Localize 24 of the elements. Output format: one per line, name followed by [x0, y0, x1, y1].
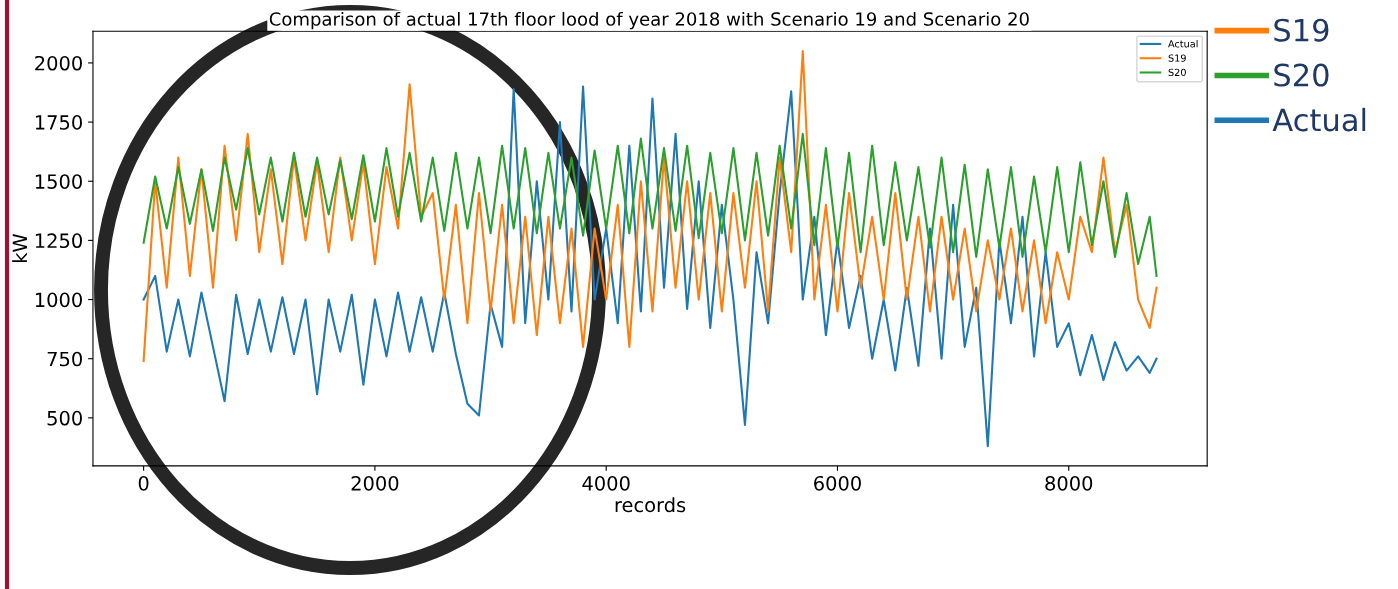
x-tick-label: 0	[138, 475, 149, 491]
y-tick-label: 500	[47, 410, 82, 426]
line-series	[142, 132, 1158, 277]
x-axis-title: records	[615, 497, 686, 513]
chart-title: Comparison of actual 17th floor lood of year 2018 with Scenario 19 and Scenario 20	[269, 11, 1029, 30]
y-tick-label: 1250	[35, 233, 82, 249]
y-tick-label: 1000	[35, 292, 82, 308]
x-tick-label: 8000	[1045, 475, 1093, 491]
line-series	[142, 85, 1158, 448]
y-axis-title: kW	[12, 233, 27, 263]
legend-label: Actual	[1168, 39, 1198, 48]
text: S19	[1274, 18, 1329, 42]
line-series	[142, 50, 1158, 363]
y-tick-label: 2000	[35, 55, 82, 71]
y-tick-label: 1500	[35, 174, 82, 189]
x-tick-label: 2000	[351, 475, 399, 491]
y-tick-label: 750	[47, 351, 82, 367]
x-tick-label: 6000	[814, 475, 861, 491]
legend-label: S19	[1168, 54, 1186, 62]
x-tick-label: 4000	[582, 475, 630, 491]
y-tick-label: 1750	[35, 115, 82, 130]
text: Actual	[1272, 107, 1366, 132]
legend-label: S20	[1168, 68, 1186, 77]
text: S20	[1274, 63, 1329, 87]
